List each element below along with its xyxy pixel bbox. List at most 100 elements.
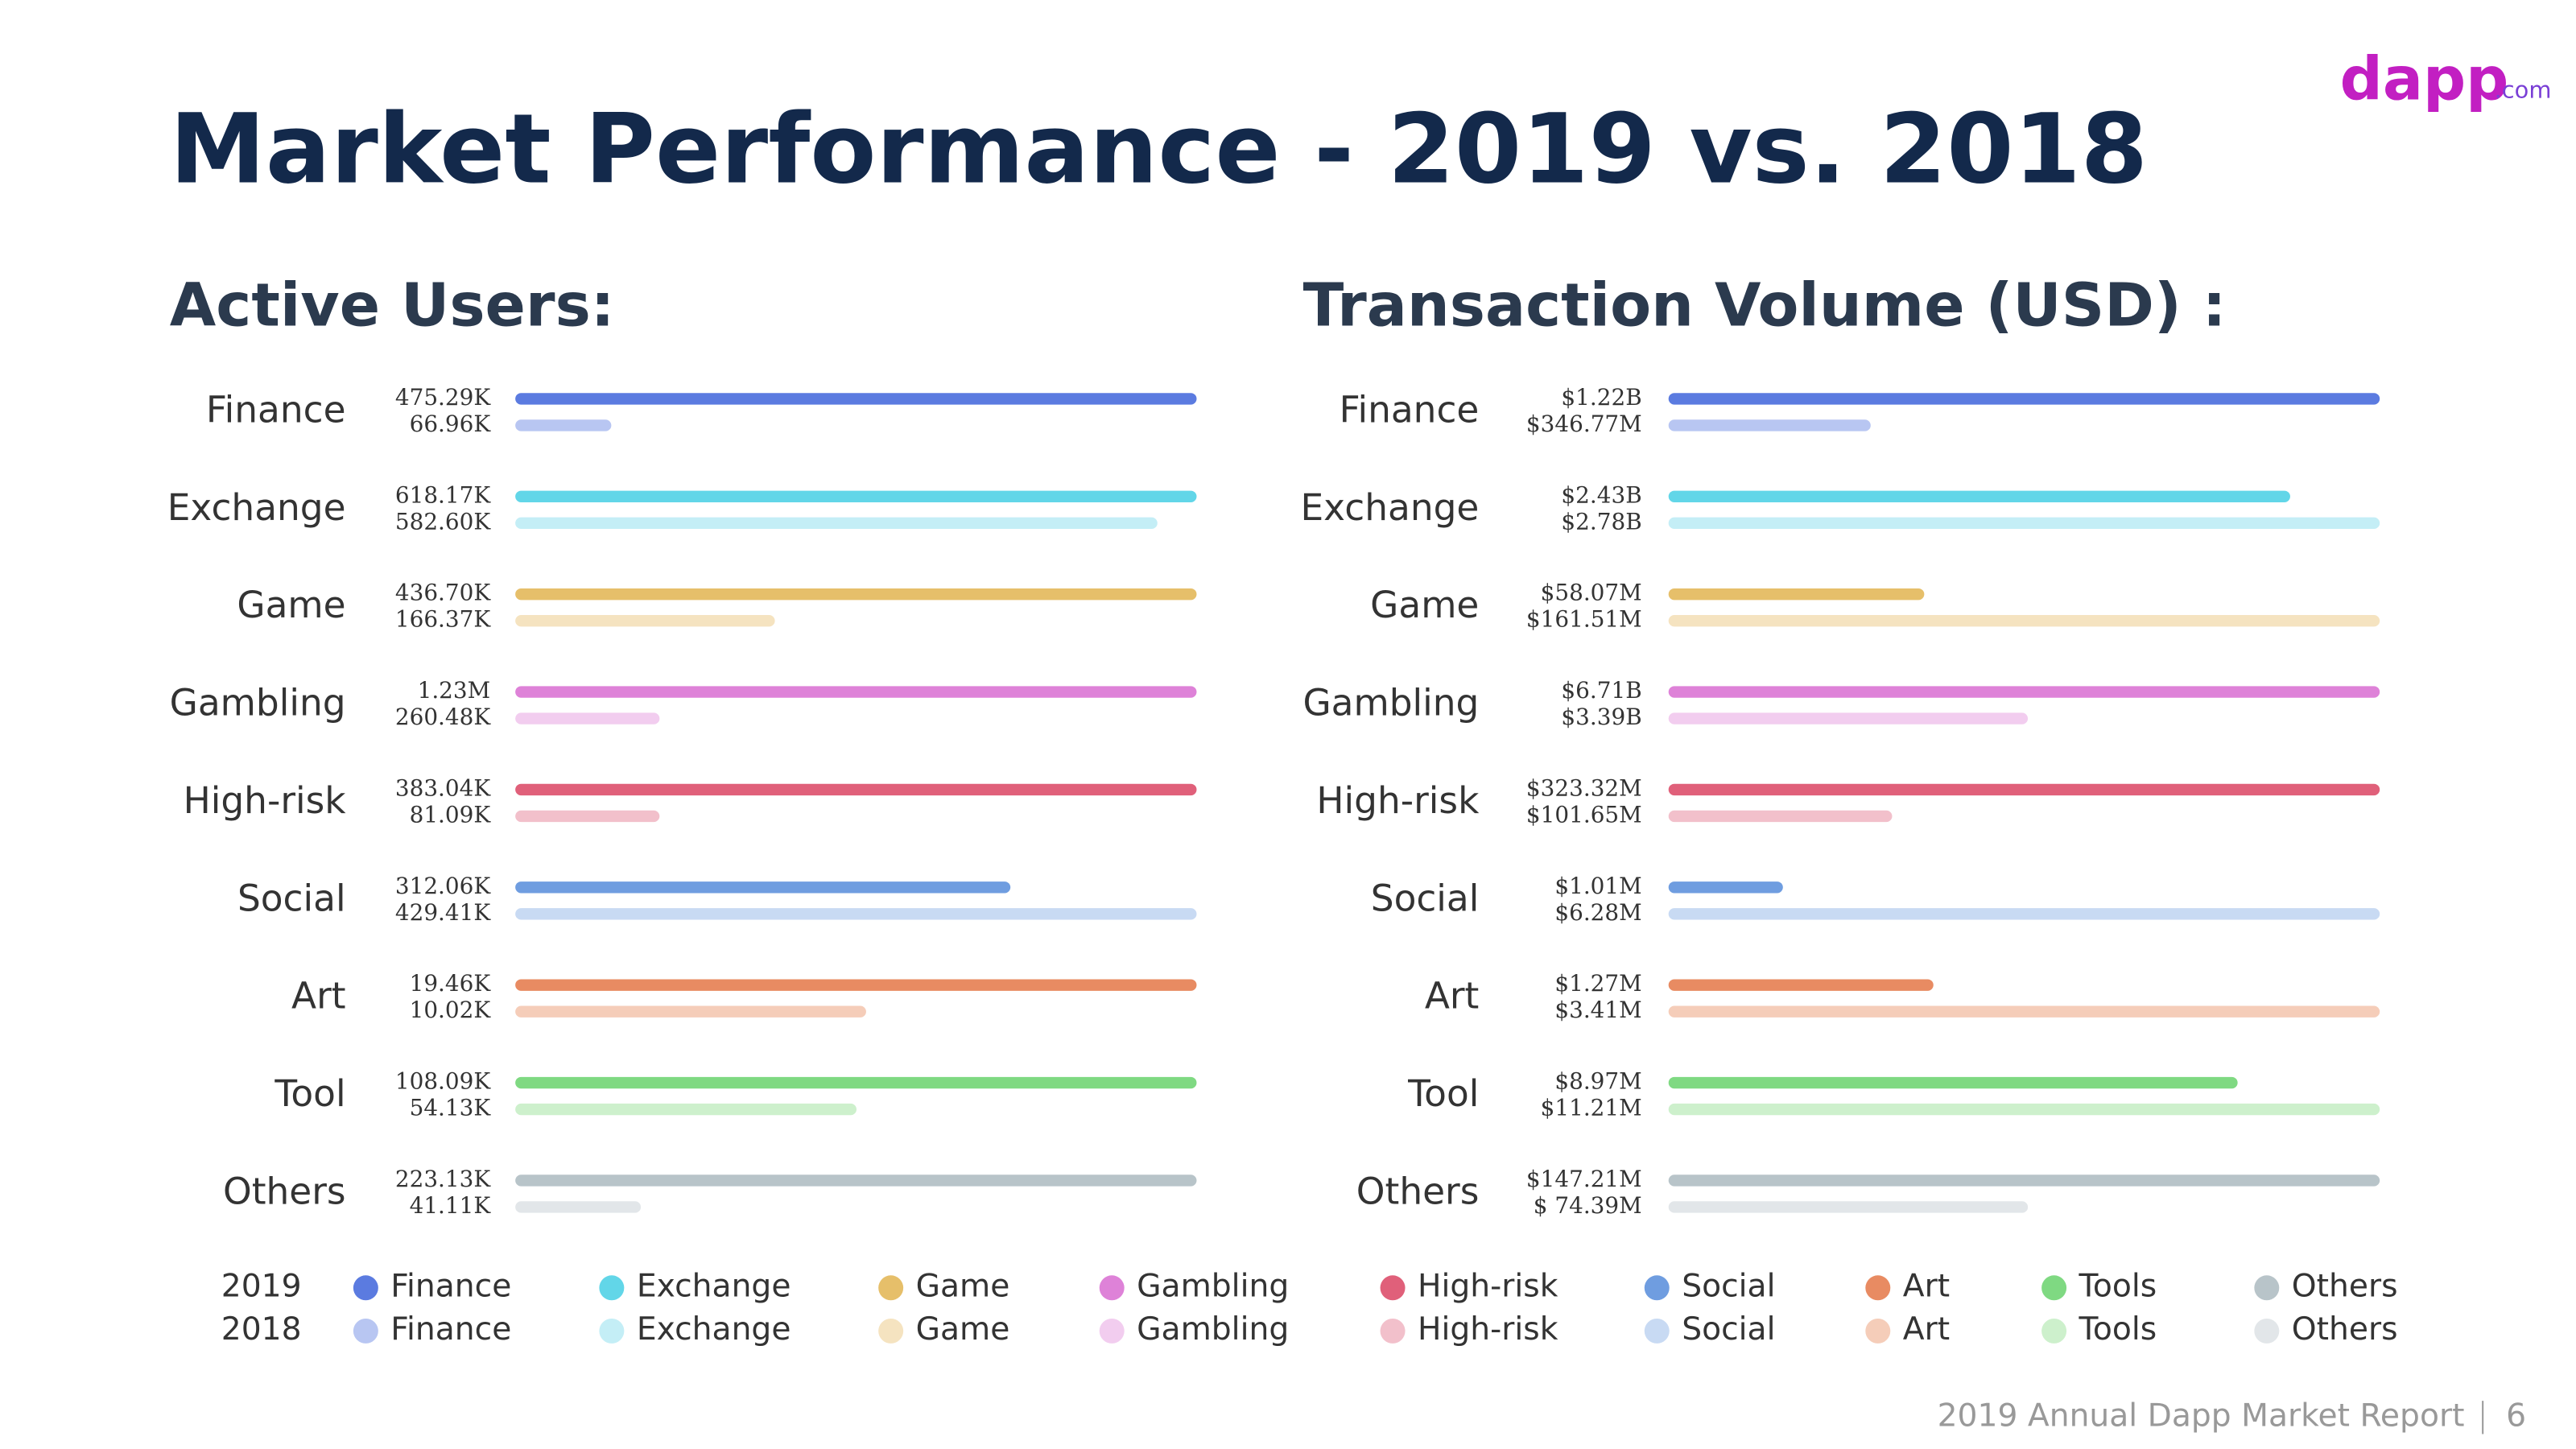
value-label: $8.97M xyxy=(1554,1068,1641,1095)
legend-label: Exchange xyxy=(637,1268,791,1304)
category-label: Others xyxy=(1356,1170,1480,1212)
bar xyxy=(515,712,660,724)
bar xyxy=(515,783,1197,796)
legend-swatch xyxy=(2254,1318,2280,1344)
legend-swatch xyxy=(878,1318,904,1344)
value-label: 10.02K xyxy=(410,997,492,1023)
value-label: $3.39B xyxy=(1561,704,1641,730)
legend-swatch xyxy=(1099,1275,1125,1301)
bar xyxy=(515,588,1197,601)
category-label: Tool xyxy=(274,1072,345,1115)
legend-label: Game xyxy=(916,1268,1010,1304)
logo-suffix: .com xyxy=(2495,76,2552,104)
bar xyxy=(515,908,1197,920)
legend-swatch xyxy=(353,1275,378,1301)
value-label: $346.77M xyxy=(1526,411,1642,437)
value-label: $11.21M xyxy=(1541,1095,1642,1121)
category-label: Art xyxy=(1425,975,1480,1018)
legend-label: Art xyxy=(1903,1268,1950,1304)
bar xyxy=(1668,614,2380,627)
bar xyxy=(1668,979,1934,991)
bar xyxy=(1668,517,2380,530)
category-label: Social xyxy=(237,877,346,919)
category-label: Game xyxy=(1370,584,1479,626)
bar xyxy=(515,1174,1197,1187)
value-label: $ 74.39M xyxy=(1534,1192,1642,1219)
category-label: High-risk xyxy=(1316,779,1480,822)
category-label: Finance xyxy=(1340,388,1480,431)
category-label: Others xyxy=(223,1170,346,1212)
logo: dapp xyxy=(2340,44,2509,114)
value-label: $3.41M xyxy=(1554,997,1641,1023)
legend-label: High-risk xyxy=(1418,1311,1558,1348)
value-label: 429.41K xyxy=(395,899,491,926)
bar xyxy=(1668,1076,2238,1089)
legend-swatch xyxy=(2041,1318,2067,1344)
value-label: 618.17K xyxy=(395,481,491,508)
value-label: $58.07M xyxy=(1541,580,1642,606)
legend-swatch xyxy=(1380,1275,1406,1301)
bar xyxy=(515,614,775,627)
category-label: High-risk xyxy=(184,779,347,822)
category-label: Game xyxy=(237,584,345,626)
legend-year: 2018 xyxy=(221,1311,302,1348)
value-label: 312.06K xyxy=(395,873,491,899)
category-label: Social xyxy=(1371,877,1480,919)
value-label: $101.65M xyxy=(1526,801,1642,828)
legend-label: Finance xyxy=(390,1311,511,1348)
slide-title: Market Performance - 2019 vs. 2018 xyxy=(170,94,2148,206)
bar xyxy=(515,1201,642,1213)
legend-label: High-risk xyxy=(1418,1268,1558,1304)
legend-label: Gambling xyxy=(1137,1311,1289,1348)
bar xyxy=(1668,1005,2380,1018)
value-label: 475.29K xyxy=(395,384,491,411)
category-label: Gambling xyxy=(170,682,346,724)
bar xyxy=(1668,1174,2380,1187)
value-label: 436.70K xyxy=(395,580,491,606)
bar xyxy=(515,490,1197,503)
value-label: $6.28M xyxy=(1554,899,1641,926)
category-label: Exchange xyxy=(1301,486,1480,529)
value-label: 41.11K xyxy=(410,1192,492,1219)
value-label: $6.71B xyxy=(1561,677,1641,704)
bar xyxy=(515,517,1158,530)
value-label: 1.23M xyxy=(418,677,491,704)
category-label: Gambling xyxy=(1302,682,1479,724)
bar xyxy=(515,393,1197,405)
bar xyxy=(515,810,660,823)
legend-label: Tools xyxy=(2079,1311,2157,1348)
legend-label: Tools xyxy=(2079,1268,2157,1304)
value-label: $1.22B xyxy=(1561,384,1641,411)
legend-label: Exchange xyxy=(637,1311,791,1348)
value-label: 54.13K xyxy=(410,1095,492,1121)
bar xyxy=(1668,490,2290,503)
bar xyxy=(1668,881,1783,894)
category-label: Exchange xyxy=(167,486,346,529)
legend-swatch xyxy=(878,1275,904,1301)
panel-title: Transaction Volume (USD) : xyxy=(1303,270,2227,340)
legend-label: Others xyxy=(2292,1268,2398,1304)
legend-swatch xyxy=(2254,1275,2280,1301)
bar xyxy=(1668,1201,2029,1213)
bar xyxy=(1668,686,2380,698)
value-label: $323.32M xyxy=(1526,774,1642,801)
legend-swatch xyxy=(1380,1318,1406,1344)
value-label: 260.48K xyxy=(395,704,491,730)
legend-label: Others xyxy=(2292,1311,2398,1348)
value-label: $1.27M xyxy=(1554,970,1641,997)
bar xyxy=(515,1103,857,1116)
bar xyxy=(1668,393,2380,405)
legend-label: Finance xyxy=(390,1268,511,1304)
legend-label: Social xyxy=(1682,1311,1775,1348)
value-label: $147.21M xyxy=(1526,1166,1642,1192)
bar xyxy=(515,1076,1197,1089)
bar xyxy=(515,1005,866,1018)
footer-page: 6 xyxy=(2506,1397,2526,1434)
category-label: Art xyxy=(291,975,346,1018)
bar xyxy=(1668,908,2380,920)
bar xyxy=(1668,783,2380,796)
footer-text: 2019 Annual Dapp Market Report xyxy=(1938,1397,2465,1434)
